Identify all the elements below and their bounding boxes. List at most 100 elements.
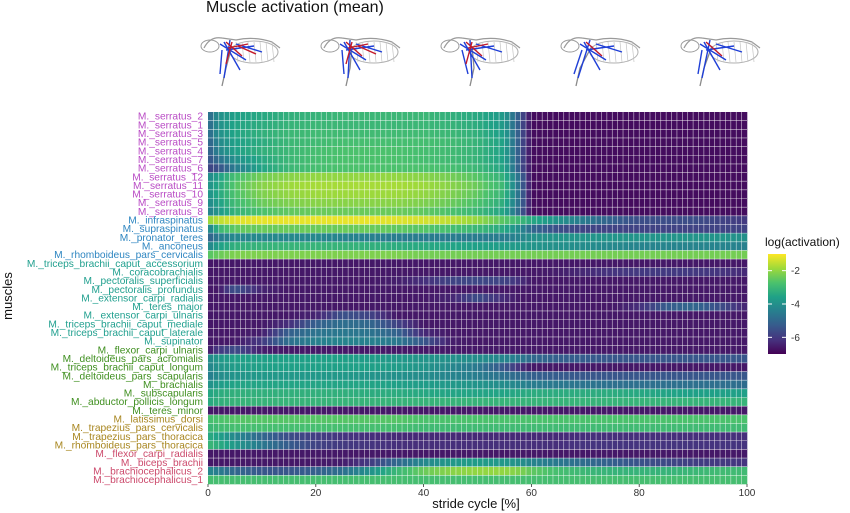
heatmap-cell [698, 285, 705, 294]
heatmap-cell [606, 432, 613, 442]
heatmap-cell [305, 181, 311, 191]
heatmap-cell [687, 233, 694, 243]
heatmap-cell [531, 371, 538, 381]
heatmap-cell [542, 388, 548, 398]
heatmap-cell [693, 397, 699, 407]
heatmap-cell [348, 388, 354, 398]
heatmap-cell [466, 137, 473, 147]
heatmap-cell [542, 198, 548, 208]
heatmap-cell [402, 362, 408, 372]
heatmap-cell [639, 336, 645, 346]
heatmap-cell [666, 319, 672, 329]
heatmap-cell [245, 328, 252, 338]
heatmap-cell [660, 319, 667, 329]
heatmap-cell [439, 458, 446, 467]
heatmap-cell [569, 172, 575, 182]
heatmap-cell [741, 155, 748, 165]
heatmap-cell [218, 181, 225, 191]
heatmap-cell [461, 345, 468, 355]
heatmap-cell [353, 458, 360, 467]
heatmap-cell [558, 198, 565, 208]
heatmap-cell [547, 241, 554, 251]
heatmap-cell [283, 423, 290, 433]
heatmap-cell [633, 112, 640, 121]
heatmap-cell [536, 155, 543, 165]
heatmap-cell [407, 276, 414, 286]
heatmap-cell [353, 146, 360, 156]
heatmap-cell [741, 423, 748, 433]
heatmap-cell [418, 250, 424, 260]
heatmap-cell [741, 250, 748, 260]
heatmap-cell [428, 432, 435, 442]
heatmap-cell [364, 371, 370, 381]
heatmap-cell [315, 215, 322, 225]
heatmap-cell [693, 362, 699, 372]
heatmap-cell [563, 146, 570, 156]
heatmap-cell [703, 129, 710, 139]
heatmap-cell [703, 250, 710, 260]
heatmap-cell [526, 302, 532, 312]
heatmap-cell [720, 423, 726, 433]
heatmap-cell [331, 146, 338, 156]
heatmap-cell [526, 380, 532, 390]
heatmap-cell [310, 423, 317, 433]
heatmap-cell [240, 155, 247, 165]
heatmap-cell [552, 215, 559, 225]
heatmap-cell [294, 380, 300, 390]
heatmap-cell [655, 241, 662, 251]
heatmap-cell [536, 414, 543, 424]
heatmap-cell [278, 458, 284, 467]
heatmap-cell [730, 120, 737, 130]
heatmap-cell [402, 224, 408, 234]
heatmap-cell [337, 250, 344, 260]
heatmap-cell [649, 371, 656, 381]
heatmap-cell [310, 215, 317, 225]
muscle-label: M._rhomboideus_pars_thoracica [55, 440, 204, 451]
heatmap-cell [725, 120, 732, 130]
heatmap-cell [385, 397, 392, 407]
heatmap-cell [596, 146, 602, 156]
heatmap-cell [536, 146, 543, 156]
heatmap-cell [606, 293, 613, 303]
heatmap-cell [402, 310, 408, 320]
heatmap-cell [261, 250, 268, 260]
heatmap-cell [299, 181, 306, 191]
heatmap-cell [208, 293, 214, 303]
heatmap-cell [720, 449, 726, 459]
heatmap-cell [601, 406, 608, 416]
heatmap-cell [412, 362, 419, 372]
heatmap-cell [623, 129, 629, 139]
heatmap-cell [434, 423, 441, 433]
heatmap-cell [391, 354, 397, 364]
heatmap-cell [321, 181, 327, 191]
heatmap-cell [547, 259, 554, 269]
heatmap-cell [633, 267, 640, 277]
heatmap-cell [234, 432, 241, 442]
heatmap-cell [515, 466, 521, 476]
heatmap-cell [439, 112, 446, 121]
heatmap-cell [655, 475, 662, 485]
heatmap-cell [709, 466, 715, 476]
heatmap-cell [585, 163, 591, 173]
heatmap-cell [542, 449, 548, 459]
heatmap-cell [337, 137, 344, 147]
heatmap-cell [730, 354, 737, 364]
heatmap-cell [574, 336, 581, 346]
heatmap-cell [703, 458, 710, 467]
heatmap-cell [348, 276, 354, 286]
heatmap-cell [375, 120, 381, 130]
heatmap-cell [703, 397, 710, 407]
heatmap-cell [730, 475, 737, 485]
heatmap-cell [687, 302, 694, 312]
heatmap-cell [482, 293, 489, 303]
heatmap-cell [720, 458, 726, 467]
heatmap-cell [499, 172, 505, 182]
heatmap-cell [714, 285, 721, 294]
heatmap-cell [294, 241, 300, 251]
heatmap-cell [331, 267, 338, 277]
heatmap-cell [445, 181, 451, 191]
heatmap-cell [234, 146, 241, 156]
heatmap-cell [229, 380, 236, 390]
heatmap-cell [348, 466, 354, 476]
heatmap-cell [229, 189, 236, 199]
